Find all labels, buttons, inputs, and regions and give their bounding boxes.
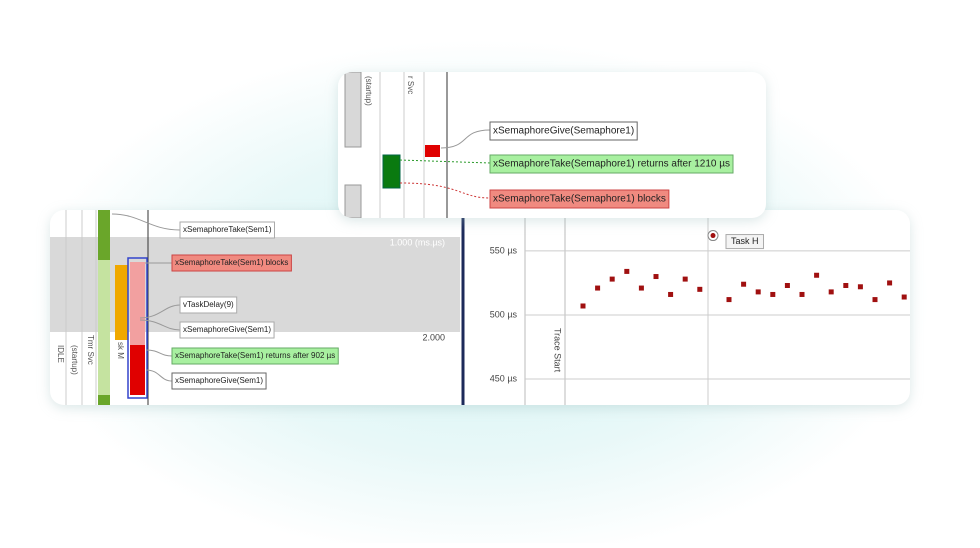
lane-label: r Svc bbox=[406, 76, 415, 94]
data-point bbox=[741, 281, 747, 287]
event-label: xSemaphoreGive(Sem1) bbox=[183, 325, 271, 334]
task-bar bbox=[344, 184, 362, 218]
event-label: xSemaphoreTake(Semaphore1) returns after… bbox=[493, 159, 730, 170]
lane-label: (startup) bbox=[70, 345, 79, 375]
event-label: xSemaphoreTake(Sem1) returns after 902 µ… bbox=[175, 351, 335, 360]
task-bar bbox=[344, 72, 362, 148]
event-label-box bbox=[171, 254, 292, 272]
data-point bbox=[755, 289, 761, 295]
event-label: xSemaphoreGive(Semaphore1) bbox=[493, 126, 634, 137]
data-point bbox=[814, 272, 820, 278]
data-point bbox=[697, 286, 703, 292]
connector bbox=[399, 159, 491, 164]
event-label-box bbox=[171, 347, 339, 365]
data-point bbox=[682, 276, 688, 282]
task-bar bbox=[115, 265, 128, 340]
y-tick-label: 500 µs bbox=[490, 309, 518, 319]
task-label: Task H bbox=[731, 236, 759, 246]
event-label: xSemaphoreTake(Sem1) bbox=[183, 225, 272, 234]
connector bbox=[440, 129, 491, 149]
event-label-box bbox=[179, 321, 275, 339]
trace-start-label: Trace Start bbox=[553, 328, 563, 373]
data-point bbox=[580, 303, 586, 309]
lane-label: sk M bbox=[116, 342, 125, 359]
data-point bbox=[638, 285, 644, 291]
task-label-box bbox=[725, 234, 765, 250]
detail-card bbox=[338, 72, 766, 218]
task-bar bbox=[98, 260, 110, 395]
detail-card-content: (startup) r Svc xSemaphoreGive(Semaphore… bbox=[344, 72, 734, 218]
data-point bbox=[872, 297, 878, 303]
task-bar bbox=[130, 262, 145, 345]
lane-label: IDLE bbox=[56, 345, 65, 363]
lane-label: (startup) bbox=[364, 76, 373, 106]
task-bar bbox=[382, 154, 401, 189]
trace-card-content: IDLE (startup) Tmr Svc sk M 1.000 (ms.µs… bbox=[50, 210, 910, 405]
event-label: xSemaphoreTake(Sem1) blocks bbox=[175, 258, 288, 267]
y-tick-label: 450 µs bbox=[490, 373, 518, 383]
data-point bbox=[887, 280, 893, 286]
event-label-box bbox=[489, 154, 734, 174]
data-point bbox=[770, 291, 776, 297]
selection-box bbox=[127, 257, 148, 399]
task-bar bbox=[130, 345, 145, 395]
time-mark: 2.000 bbox=[422, 332, 445, 342]
task-bar bbox=[98, 210, 110, 260]
plot: Trace Start 550 µs 500 µs 450 µs Task H bbox=[490, 210, 910, 405]
data-point bbox=[901, 294, 907, 300]
event-label-box bbox=[179, 221, 275, 239]
task-bar bbox=[425, 145, 440, 157]
data-point bbox=[784, 282, 790, 288]
data-point bbox=[668, 291, 674, 297]
event-label: vTaskDelay(9) bbox=[183, 300, 234, 309]
data-point bbox=[857, 284, 863, 290]
event-label: xSemaphoreGive(Sem1) bbox=[175, 376, 263, 385]
event-label: xSemaphoreTake(Semaphore1) blocks bbox=[493, 194, 666, 205]
event-label-box bbox=[171, 372, 267, 390]
data-point bbox=[609, 276, 615, 282]
y-tick-label: 550 µs bbox=[490, 245, 518, 255]
data-point bbox=[653, 274, 659, 280]
lane-label: Tmr Svc bbox=[86, 335, 95, 365]
data-point bbox=[799, 291, 805, 297]
task-bar bbox=[98, 395, 110, 405]
data-point bbox=[624, 268, 630, 274]
data-point bbox=[595, 285, 601, 291]
event-label-box bbox=[489, 189, 670, 209]
task-marker-dot bbox=[710, 233, 716, 239]
selection-region bbox=[50, 237, 460, 332]
connector bbox=[399, 182, 491, 199]
data-point bbox=[726, 297, 732, 303]
time-mark: 1.000 (ms.µs) bbox=[390, 237, 445, 247]
event-label-box bbox=[489, 121, 638, 141]
event-label-box bbox=[179, 296, 238, 314]
data-point bbox=[843, 282, 849, 288]
connector bbox=[111, 213, 181, 382]
data-point bbox=[828, 289, 834, 295]
